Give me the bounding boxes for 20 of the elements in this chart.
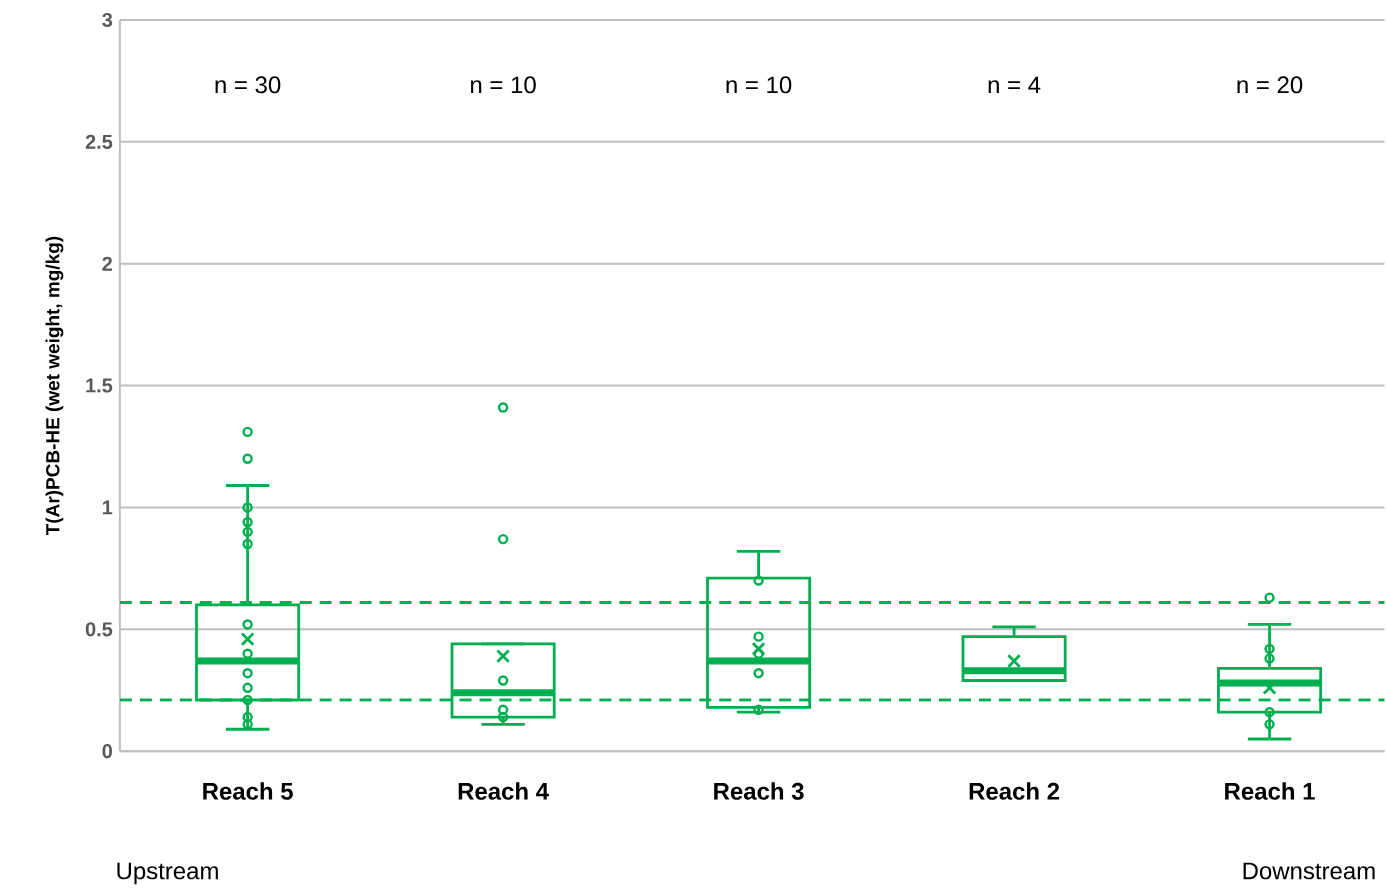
x-tick-label: Reach 2 [969, 782, 1060, 800]
y-tick-label: 2 [102, 256, 113, 271]
y-tick-label: 3 [102, 13, 113, 28]
annotation: n = 10 [726, 76, 792, 94]
y-tick-label: 0 [102, 744, 113, 759]
text: Downstream [1243, 862, 1375, 880]
x-tick-label: Reach 1 [1225, 782, 1315, 800]
annotation: n = 4 [988, 76, 1041, 94]
y-tick-label: 1 [102, 500, 113, 515]
y-tick-label: 1.5 [86, 378, 113, 393]
annotation: n = 30 [215, 76, 281, 94]
y-tick-label: 2.5 [85, 134, 113, 150]
text: Upstream [117, 862, 218, 885]
y-axis-title: T(Ar)PCB-HE (wet weight, mg/kg) [45, 236, 64, 536]
annotation: n = 10 [471, 76, 536, 94]
x-tick-label: Reach 4 [458, 782, 549, 800]
x-tick-label: Reach 3 [714, 782, 804, 800]
annotation: n = 20 [1237, 76, 1303, 94]
y-tick-label: 0.5 [85, 622, 113, 637]
x-tick-label: Reach 5 [203, 782, 293, 800]
